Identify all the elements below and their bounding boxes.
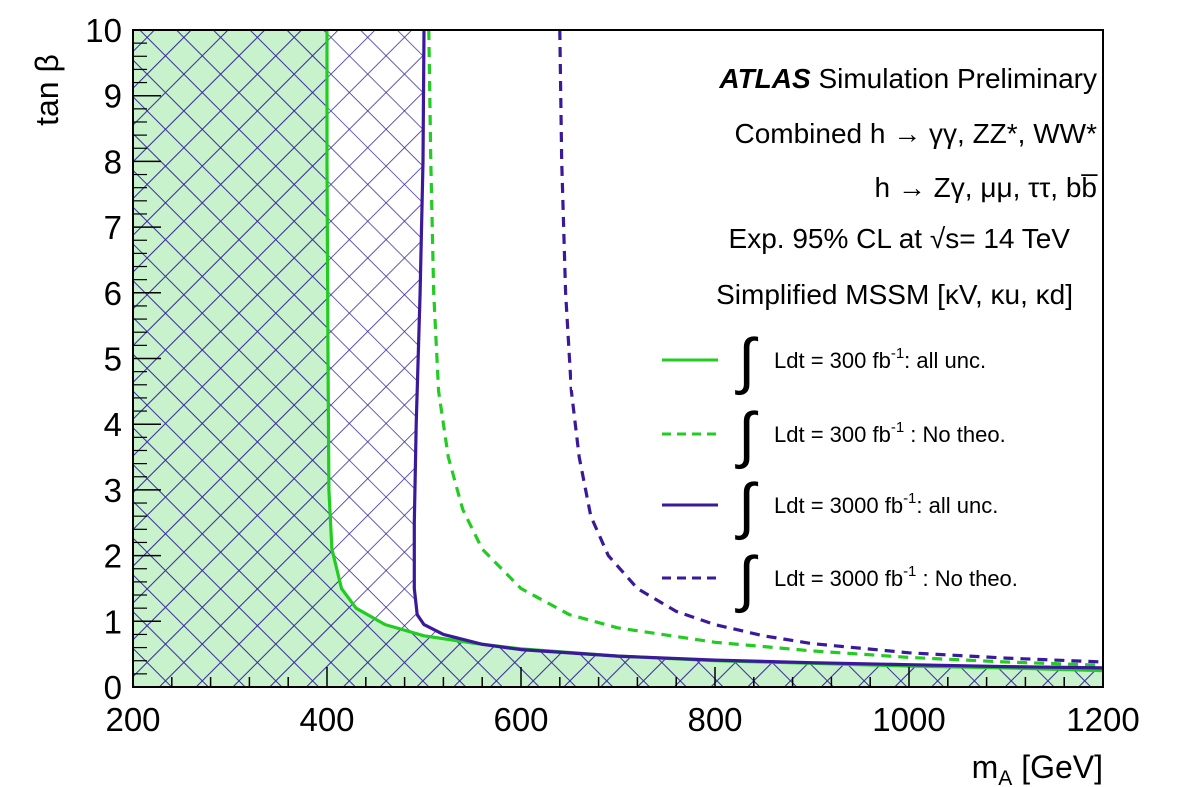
legend-entry-3: ∫ Ldt = 3000 fb-1 : No theo.: [662, 545, 1018, 614]
y-tick-label: 10: [85, 12, 122, 49]
y-tick-label: 5: [104, 341, 122, 378]
integral-sign: ∫: [735, 401, 759, 470]
legend-label: Ldt = 300 fb-1: all unc.: [774, 345, 986, 373]
legend-label: Ldt = 300 fb-1 : No theo.: [774, 419, 1006, 447]
legend: ∫ Ldt = 300 fb-1: all unc.∫ Ldt = 300 fb-1…: [662, 327, 1018, 614]
x-tick-label: 1200: [1066, 701, 1139, 738]
x-tick-label: 600: [493, 701, 548, 738]
header-line-2: h → Zγ, μμ, ττ, bb̅: [875, 172, 1099, 203]
integral-sign: ∫: [735, 472, 759, 541]
x-axis: 200 400 600 800 1000 1200: [105, 667, 1140, 738]
series-line-1: [427, 30, 1103, 667]
y-tick-label: 4: [104, 406, 122, 443]
header: ATLAS Simulation Preliminary Combined h …: [572, 60, 1100, 390]
header-line-3: Exp. 95% CL at √s= 14 TeV: [729, 223, 1071, 254]
series-line-2: [412, 30, 1103, 670]
legend-label: Ldt = 3000 fb-1: all unc.: [774, 490, 998, 518]
legend-entry-2: ∫ Ldt = 3000 fb-1: all unc.: [662, 472, 998, 541]
header-line-4: Simplified MSSM [κV, κu, κd]: [716, 279, 1073, 310]
y-axis-label: tan β: [29, 54, 65, 126]
x-axis-label: mA [GeV]: [972, 749, 1103, 787]
header-line-1: Combined h → γγ, ZZ*, WW*: [734, 118, 1097, 149]
legend-label: Ldt = 3000 fb-1 : No theo.: [774, 563, 1018, 591]
y-axis: 0 1 2 3 4 5 6 7 8 9 10: [85, 12, 161, 706]
series-line-3: [558, 30, 1103, 664]
x-tick-label: 1000: [872, 701, 945, 738]
y-tick-label: 7: [104, 209, 122, 246]
y-tick-label: 0: [104, 669, 122, 706]
y-tick-label: 6: [104, 275, 122, 312]
legend-entry-1: ∫ Ldt = 300 fb-1 : No theo.: [662, 401, 1006, 470]
y-tick-label: 2: [104, 538, 122, 575]
series-curves: [325, 30, 1103, 673]
x-tick-label: 200: [105, 701, 160, 738]
x-tick-label: 400: [299, 701, 354, 738]
y-tick-label: 3: [104, 472, 122, 509]
y-tick-label: 9: [104, 78, 122, 115]
header-title: ATLAS Simulation Preliminary: [718, 63, 1097, 94]
excluded-region-3000-hatch: [133, 30, 1103, 687]
x-tick-label: 800: [687, 701, 742, 738]
legend-entry-0: ∫ Ldt = 300 fb-1: all unc.: [662, 327, 986, 396]
y-tick-label: 1: [104, 603, 122, 640]
integral-sign: ∫: [735, 545, 759, 614]
experiment-label: ATLAS: [718, 63, 811, 94]
status-label: Simulation Preliminary: [818, 63, 1097, 94]
y-tick-label: 8: [104, 143, 122, 180]
